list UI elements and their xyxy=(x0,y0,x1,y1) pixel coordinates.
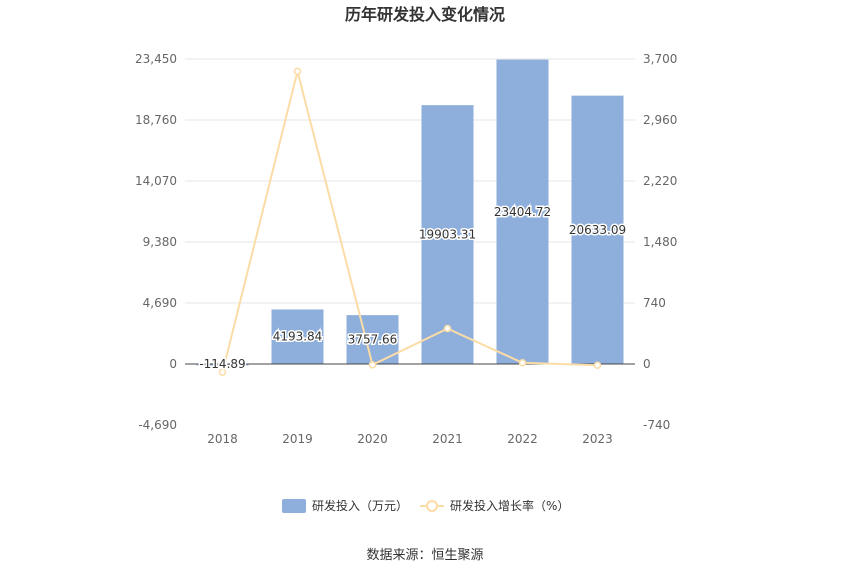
bar-2018 xyxy=(196,364,249,366)
growth-point-2020 xyxy=(368,361,377,369)
legend-line-marker xyxy=(426,500,438,512)
left-tick-label: -4,690 xyxy=(138,418,177,432)
left-tick-label: 14,070 xyxy=(135,174,177,188)
grid xyxy=(185,58,635,365)
growth-point-2021 xyxy=(443,324,452,333)
bar-2021 xyxy=(421,105,474,365)
left-tick-label: 18,760 xyxy=(135,113,177,127)
left-tick-label: 23,450 xyxy=(135,52,177,66)
bar-2019 xyxy=(271,309,324,364)
left-tick-label: 0 xyxy=(169,357,177,371)
growth-point-2018 xyxy=(218,368,227,376)
line-series xyxy=(218,67,602,376)
right-tick-label: 1,480 xyxy=(643,235,677,249)
legend-bar-swatch xyxy=(282,499,306,513)
legend-line-label: 研发投入增长率（%） xyxy=(450,498,569,513)
x-tick-label: 2018 xyxy=(207,432,238,446)
bar-2023 xyxy=(571,95,624,364)
right-tick-label: 740 xyxy=(643,296,666,310)
legend[interactable]: 研发投入（万元） 研发投入增长率（%） xyxy=(282,498,569,513)
bar-value-label: 19903.31 xyxy=(419,228,476,242)
bar-value-label: 23404.72 xyxy=(494,205,551,219)
growth-rate-line xyxy=(221,71,598,373)
bar-value-label: 4193.84 xyxy=(273,330,323,344)
left-tick-label: 9,380 xyxy=(143,235,177,249)
growth-point-2022 xyxy=(518,359,527,367)
bar-value-label: -114.89 xyxy=(199,357,245,371)
bar-2022 xyxy=(496,59,549,364)
bar-value-label: 20633.09 xyxy=(569,223,626,237)
data-source: 数据来源：恒生聚源 xyxy=(366,548,483,563)
right-axis: -740 0 740 1,480 2,220 2,960 3,700 xyxy=(643,52,677,432)
x-tick-label: 2020 xyxy=(357,432,388,446)
right-tick-label: -740 xyxy=(643,418,670,432)
x-tick-label: 2021 xyxy=(432,432,463,446)
right-tick-label: 2,960 xyxy=(643,113,677,127)
x-axis: 2018 2019 2020 2021 2022 2023 xyxy=(207,432,613,446)
x-tick-label: 2022 xyxy=(507,432,538,446)
data-labels: -114.89 4193.84 3757.66 19903.31 23404.72 206… xyxy=(198,203,628,372)
left-tick-label: 4,690 xyxy=(143,296,177,310)
growth-point-2023 xyxy=(593,361,602,369)
left-axis: -4,690 0 4,690 9,380 14,070 18,760 23,450 xyxy=(135,52,177,432)
x-tick-label: 2019 xyxy=(282,432,313,446)
legend-bar-label: 研发投入（万元） xyxy=(312,498,408,513)
right-tick-label: 2,220 xyxy=(643,174,677,188)
chart-title: 历年研发投入变化情况 xyxy=(345,5,505,24)
x-tick-label: 2023 xyxy=(582,432,613,446)
growth-point-2019 xyxy=(293,67,302,76)
right-tick-label: 0 xyxy=(643,357,651,371)
right-tick-label: 3,700 xyxy=(643,52,677,66)
bar-series xyxy=(196,59,624,366)
bar-value-label: 3757.66 xyxy=(348,333,398,347)
